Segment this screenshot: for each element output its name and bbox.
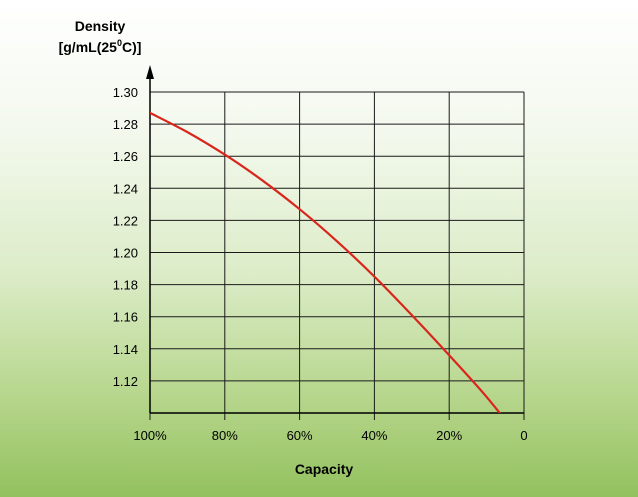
series-group bbox=[150, 111, 502, 413]
y-axis-title-superscript: 0 bbox=[117, 38, 122, 48]
y-axis-arrow bbox=[146, 65, 154, 79]
y-tick-label: 1.24 bbox=[113, 181, 138, 196]
y-axis-title-unit-pre: [g/mL(25 bbox=[59, 39, 118, 55]
x-tick-label: 0 bbox=[520, 428, 527, 443]
x-tick-label: 40% bbox=[361, 428, 387, 443]
x-tick-label: 60% bbox=[287, 428, 313, 443]
x-tick-label: 80% bbox=[212, 428, 238, 443]
y-tick-label: 1.26 bbox=[113, 149, 138, 164]
y-tick-label: 1.16 bbox=[113, 310, 138, 325]
density-series-line bbox=[150, 111, 502, 413]
x-tick-label: 100% bbox=[133, 428, 167, 443]
y-tick-labels: 1.30 1.28 1.26 1.24 1.22 1.20 1.18 1.16 1.14 1.12 bbox=[113, 85, 138, 389]
y-axis-title-line2: [g/mL(250C)] bbox=[59, 38, 142, 55]
y-tick-label: 1.28 bbox=[113, 117, 138, 132]
y-tick-label: 1.20 bbox=[113, 246, 138, 261]
y-tick-label: 1.30 bbox=[113, 85, 138, 100]
x-tick-label: 20% bbox=[436, 428, 462, 443]
axes bbox=[146, 65, 525, 420]
y-axis-title-unit-post: C)] bbox=[122, 39, 141, 55]
x-axis-title: Capacity bbox=[295, 461, 354, 477]
y-tick-label: 1.18 bbox=[113, 278, 138, 293]
y-tick-label: 1.12 bbox=[113, 374, 138, 389]
y-tick-label: 1.14 bbox=[113, 342, 138, 357]
y-tick-label: 1.22 bbox=[113, 213, 138, 228]
y-axis-title-line1: Density bbox=[75, 18, 126, 34]
x-tick-labels: 100% 80% 60% 40% 20% 0 bbox=[133, 428, 527, 443]
grid-lines bbox=[150, 91, 525, 413]
